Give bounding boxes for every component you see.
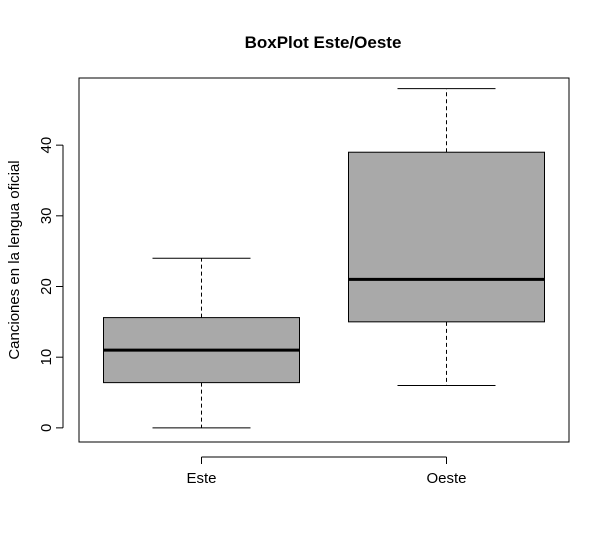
x-tick-label: Oeste: [426, 470, 466, 487]
chart-title: BoxPlot Este/Oeste: [245, 33, 402, 52]
y-axis: 0 10 20 30 40: [38, 137, 64, 432]
boxes: [103, 88, 545, 429]
y-tick-label: 10: [38, 349, 55, 366]
x-axis: Este Oeste: [186, 456, 467, 487]
plot-frame: [78, 77, 570, 443]
x-tick-label: Este: [186, 470, 216, 487]
box-iqr: [348, 151, 545, 323]
y-tick-label: 20: [38, 278, 55, 295]
y-tick-label: 0: [38, 424, 55, 432]
y-tick-label: 40: [38, 137, 55, 154]
y-axis-title: Canciones en la lengua oficial: [6, 160, 23, 359]
y-tick-label: 30: [38, 207, 55, 224]
